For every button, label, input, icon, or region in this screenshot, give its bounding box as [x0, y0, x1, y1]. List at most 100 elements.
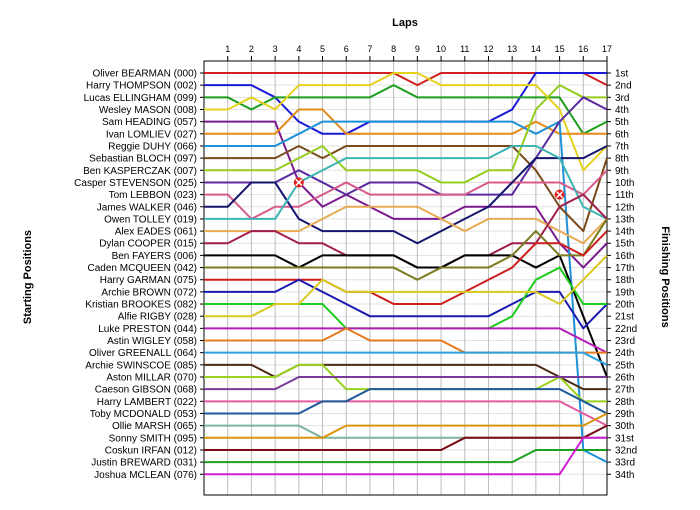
finishing-position-label: 31st — [615, 433, 634, 444]
driver-position-line — [204, 144, 608, 233]
starting-driver-label: Ben FAYERS (006) — [112, 251, 197, 262]
starting-driver-label: Tom LEBBON (023) — [109, 190, 197, 201]
driver-position-line — [204, 145, 608, 245]
starting-driver-label: Owen TOLLEY (019) — [104, 214, 197, 225]
driver-position-line — [204, 351, 608, 366]
starting-driver-label: Harry LAMBERT (022) — [97, 397, 197, 408]
starting-driver-label: Casper STEVENSON (025) — [74, 178, 197, 189]
starting-driver-label: Ben KASPERCZAK (007) — [83, 166, 197, 177]
lap-tick-label: 15 — [555, 44, 565, 54]
driver-position-line — [204, 169, 608, 220]
finishing-position-label: 24th — [615, 348, 634, 359]
starting-driver-label: Kristian BROOKES (082) — [85, 300, 197, 311]
starting-driver-label: Archie BROWN (072) — [101, 287, 197, 298]
starting-driver-label: Ollie MARSH (065) — [112, 421, 197, 432]
driver-position-line — [204, 412, 608, 439]
series-lines — [204, 72, 608, 476]
starting-driver-label: Sebastian BLOCH (097) — [89, 154, 197, 165]
starting-driver-label: Archie SWINSCOE (085) — [85, 360, 197, 371]
starting-driver-label: Sonny SMITH (095) — [109, 433, 197, 444]
finishing-position-label: 13th — [615, 214, 634, 225]
lap-tick-label: 9 — [415, 44, 420, 54]
lap-tick-label: 12 — [483, 44, 493, 54]
finishing-position-label: 29th — [615, 409, 634, 420]
driver-position-line — [204, 120, 608, 464]
x-axis-title: Laps — [392, 17, 418, 29]
finishing-position-label: 21st — [615, 312, 634, 323]
finishing-position-label: 6th — [615, 129, 629, 140]
finishing-position-label: 10th — [615, 178, 634, 189]
starting-driver-label: Oliver GREENALL (064) — [89, 348, 197, 359]
finishing-position-label: 15th — [615, 239, 634, 250]
lap-tick-label: 8 — [391, 44, 396, 54]
finishing-position-label: 34th — [615, 470, 634, 481]
finishing-position-label: 19th — [615, 287, 634, 298]
lap-tick-label: 3 — [273, 44, 278, 54]
starting-driver-label: Caeson GIBSON (068) — [95, 385, 197, 396]
starting-driver-label: Alfie RIGBY (028) — [118, 312, 197, 323]
finishing-position-label: 18th — [615, 275, 634, 286]
lap-tick-label: 13 — [507, 44, 517, 54]
lap-tick-label: 1 — [225, 44, 230, 54]
plot-frame — [203, 60, 608, 496]
driver-position-line — [204, 120, 608, 269]
driver-position-line — [204, 363, 607, 391]
driver-position-line — [204, 144, 608, 220]
axes — [200, 56, 611, 496]
starting-driver-label: Astin WIGLEY (058) — [107, 336, 197, 347]
finishing-position-label: 8th — [615, 154, 629, 165]
finishing-position-label: 17th — [615, 263, 634, 274]
starting-driver-label: Oliver BEARMAN (000) — [93, 69, 197, 80]
driver-position-line — [204, 424, 608, 451]
starting-driver-label: Harry GARMAN (075) — [100, 275, 197, 286]
finishing-position-label: 16th — [615, 251, 634, 262]
driver-position-line — [204, 254, 608, 378]
finishing-position-label: 28th — [615, 397, 634, 408]
starting-driver-label: Caden MCQUEEN (042) — [88, 263, 197, 274]
driver-position-line — [204, 108, 607, 135]
finishing-position-label: 32nd — [615, 445, 637, 456]
finishing-position-label: 4th — [615, 105, 629, 116]
starting-driver-label: James WALKER (046) — [97, 202, 197, 213]
driver-position-line — [204, 448, 607, 464]
lap-tick-label: 7 — [367, 44, 372, 54]
finishing-position-label: 26th — [615, 373, 634, 384]
lap-tick-label: 2 — [249, 44, 254, 54]
lap-tick-label: 14 — [531, 44, 541, 54]
y-axis-title-right: Finishing Positions — [659, 226, 671, 327]
finishing-position-label: 27th — [615, 385, 634, 396]
starting-driver-label: Luke PRESTON (044) — [98, 324, 197, 335]
finishing-position-label: 2nd — [615, 81, 632, 92]
lap-tick-label: 5 — [320, 44, 325, 54]
starting-driver-label: Toby MCDONALD (053) — [90, 409, 197, 420]
lap-tick-label: 10 — [436, 44, 446, 54]
lap-tick-label: 11 — [460, 44, 469, 54]
driver-position-line — [204, 254, 608, 318]
starting-driver-label: Dylan COOPER (015) — [99, 239, 197, 250]
retirement-marker — [554, 189, 565, 200]
lap-tick-label: 4 — [296, 44, 301, 54]
driver-position-line — [204, 84, 608, 135]
starting-driver-label: Ivan LOMLIEV (027) — [106, 129, 197, 140]
retirement-markers — [293, 177, 565, 200]
driver-position-line — [204, 327, 608, 354]
finishing-position-label: 9th — [615, 166, 629, 177]
finishing-position-label: 23rd — [615, 336, 635, 347]
finishing-position-label: 33rd — [615, 458, 635, 469]
finishing-position-label: 7th — [615, 141, 629, 152]
driver-position-line — [204, 376, 607, 391]
driver-position-line — [204, 84, 607, 184]
finishing-position-label: 3rd — [615, 93, 629, 104]
lap-tick-label: 17 — [602, 44, 612, 54]
finishing-position-label: 30th — [615, 421, 634, 432]
starting-driver-label: Reggie DUHY (066) — [108, 141, 197, 152]
starting-driver-label: Aston MILLAR (070) — [106, 373, 197, 384]
driver-position-line — [204, 400, 608, 427]
finishing-position-label: 14th — [615, 227, 634, 238]
starting-driver-label: Lucas ELLINGHAM (099) — [84, 93, 197, 104]
starting-driver-label: Coskun IRFAN (012) — [105, 445, 197, 456]
starting-driver-label: Joshua MCLEAN (076) — [94, 470, 197, 481]
finishing-position-label: 25th — [615, 360, 634, 371]
finishing-position-label: 11th — [615, 190, 634, 201]
